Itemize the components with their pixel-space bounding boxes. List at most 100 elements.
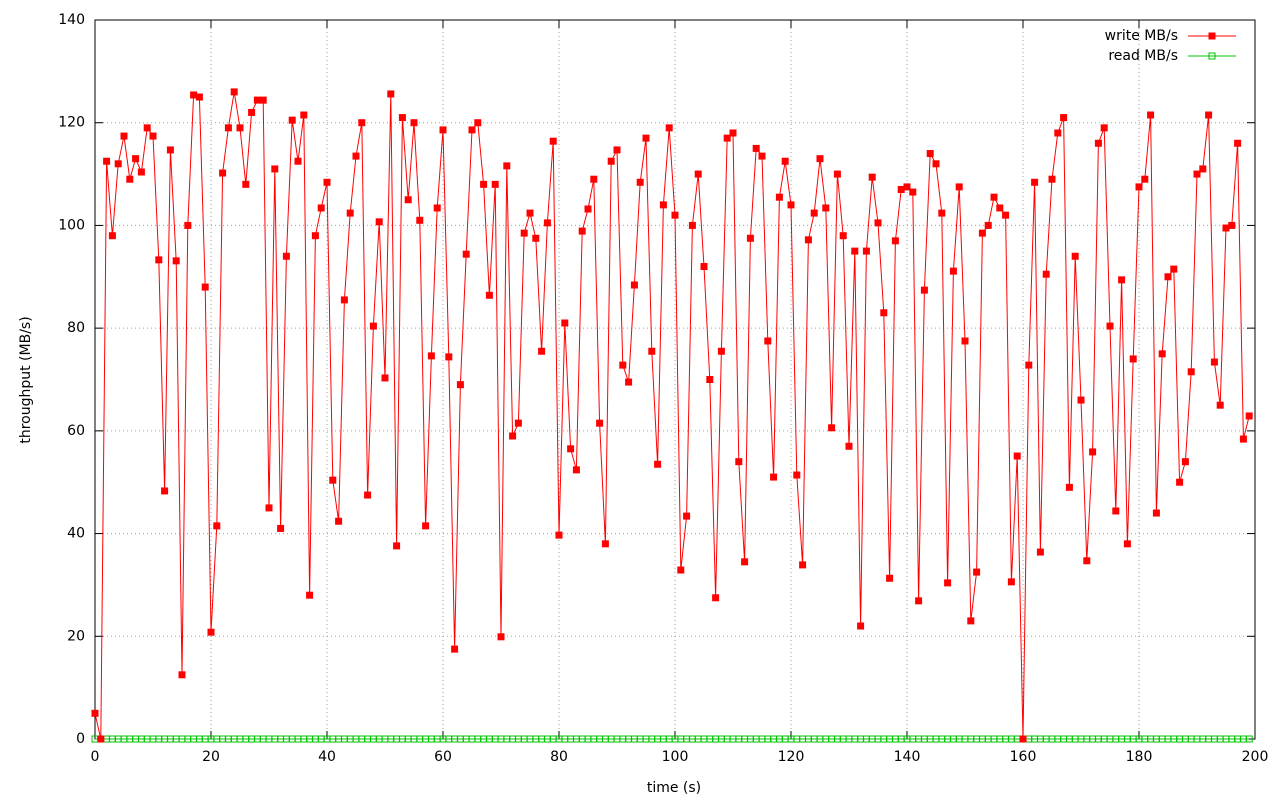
marker: [1077, 396, 1085, 404]
marker: [1228, 221, 1236, 229]
x-axis-title: time (s): [647, 780, 701, 796]
marker: [433, 204, 441, 212]
marker: [1245, 735, 1253, 743]
marker: [862, 247, 870, 255]
marker: [427, 352, 435, 360]
marker: [445, 353, 453, 361]
marker: [1094, 139, 1102, 147]
marker: [665, 124, 673, 132]
marker: [810, 209, 818, 217]
marker: [520, 229, 528, 237]
marker: [1141, 175, 1149, 183]
marker: [1205, 111, 1213, 119]
marker: [555, 531, 563, 539]
marker: [1164, 273, 1172, 281]
marker: [584, 205, 592, 213]
marker: [143, 124, 151, 132]
y-tick-label: 140: [58, 12, 85, 28]
marker: [694, 170, 702, 178]
marker: [491, 180, 499, 188]
marker: [897, 185, 905, 193]
x-tick-label: 0: [91, 749, 100, 765]
marker: [909, 188, 917, 196]
marker: [1222, 224, 1230, 232]
marker: [926, 150, 934, 158]
x-tick-label: 80: [550, 749, 568, 765]
marker: [410, 119, 418, 127]
marker: [636, 178, 644, 186]
marker: [613, 146, 621, 154]
marker: [149, 132, 157, 140]
marker: [120, 132, 128, 140]
marker: [329, 476, 337, 484]
marker: [190, 91, 198, 99]
marker: [677, 566, 685, 574]
marker: [532, 234, 540, 242]
marker: [1054, 129, 1062, 137]
marker: [543, 219, 551, 227]
marker: [1019, 735, 1027, 743]
marker: [1216, 401, 1224, 409]
marker: [369, 322, 377, 330]
marker: [1147, 111, 1155, 119]
marker: [746, 234, 754, 242]
marker: [961, 337, 969, 345]
marker: [984, 221, 992, 229]
marker: [393, 542, 401, 550]
marker: [1152, 509, 1160, 517]
marker: [1112, 507, 1120, 515]
marker: [1060, 114, 1068, 122]
x-tick-label: 140: [894, 749, 921, 765]
marker: [404, 196, 412, 204]
marker: [578, 227, 586, 235]
marker: [201, 283, 209, 291]
x-tick-label: 20: [202, 749, 220, 765]
marker: [178, 671, 186, 679]
marker: [416, 216, 424, 224]
marker: [572, 466, 580, 474]
marker: [497, 633, 505, 641]
marker: [1210, 358, 1218, 366]
marker: [990, 193, 998, 201]
y-tick-label: 80: [67, 320, 85, 336]
marker: [1170, 265, 1178, 273]
marker: [1089, 448, 1097, 456]
marker: [619, 361, 627, 369]
marker: [1007, 578, 1015, 586]
marker: [387, 90, 395, 98]
marker: [828, 424, 836, 432]
marker: [352, 152, 360, 160]
marker: [317, 204, 325, 212]
marker: [381, 374, 389, 382]
marker: [398, 114, 406, 122]
marker: [166, 146, 174, 154]
marker: [735, 458, 743, 466]
marker: [822, 204, 830, 212]
marker: [335, 517, 343, 525]
marker: [659, 201, 667, 209]
marker: [132, 155, 140, 163]
marker: [103, 157, 111, 165]
marker: [717, 347, 725, 355]
marker: [474, 119, 482, 127]
marker: [265, 504, 273, 512]
marker: [1083, 557, 1091, 565]
marker: [358, 119, 366, 127]
marker: [503, 162, 511, 170]
marker: [549, 137, 557, 145]
marker: [375, 218, 383, 226]
legend-label: read MB/s: [1108, 48, 1178, 64]
legend-marker: [1208, 32, 1216, 40]
marker: [1013, 452, 1021, 460]
marker: [1036, 548, 1044, 556]
marker: [793, 471, 801, 479]
marker: [224, 124, 232, 132]
marker: [723, 134, 731, 142]
marker: [462, 250, 470, 258]
marker: [248, 108, 256, 116]
marker: [114, 160, 122, 168]
marker: [787, 201, 795, 209]
marker: [567, 445, 575, 453]
marker: [1245, 412, 1253, 420]
